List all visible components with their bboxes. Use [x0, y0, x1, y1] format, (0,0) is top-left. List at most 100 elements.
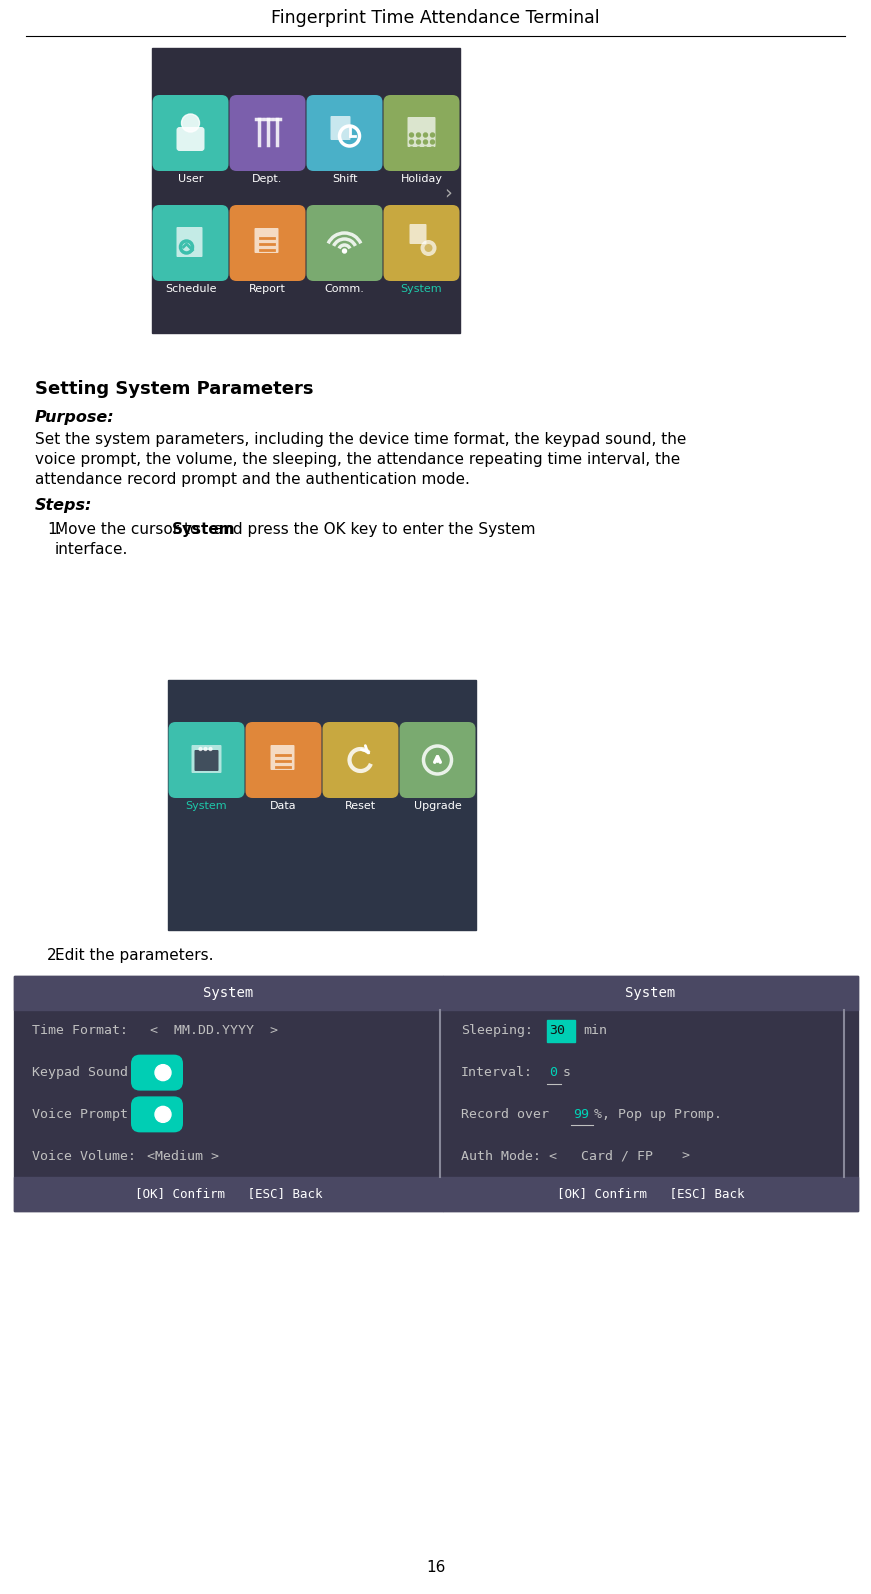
Text: System: System [172, 521, 235, 537]
Text: Shift: Shift [332, 174, 357, 183]
Bar [443, 1176, 858, 1211]
FancyBboxPatch shape [409, 225, 427, 244]
Circle shape [342, 249, 347, 253]
Circle shape [204, 748, 207, 751]
Circle shape [209, 748, 212, 751]
Text: Purpose:: Purpose: [35, 410, 115, 426]
FancyBboxPatch shape [177, 226, 202, 257]
Circle shape [423, 132, 428, 137]
Text: Set the system parameters, including the device time format, the keypad sound, t: Set the system parameters, including the… [35, 432, 686, 446]
Text: Interval:: Interval: [461, 1066, 533, 1079]
Text: Steps:: Steps: [35, 497, 92, 513]
Text: attendance record prompt and the authentication mode.: attendance record prompt and the authent… [35, 472, 469, 488]
Bar [14, 976, 443, 1011]
Text: 99: 99 [573, 1108, 589, 1121]
FancyBboxPatch shape [229, 96, 306, 171]
Text: s: s [563, 1066, 571, 1079]
Circle shape [155, 1106, 171, 1122]
Circle shape [424, 244, 433, 252]
FancyBboxPatch shape [131, 1097, 183, 1132]
Text: Record over: Record over [461, 1108, 549, 1121]
Text: Report: Report [249, 284, 286, 293]
Circle shape [409, 147, 414, 151]
Text: System: System [625, 987, 676, 999]
Text: Reset: Reset [345, 802, 376, 811]
Circle shape [430, 147, 435, 151]
FancyBboxPatch shape [383, 96, 460, 171]
Bar [168, 681, 476, 929]
Text: 0: 0 [549, 1066, 557, 1079]
Circle shape [430, 140, 435, 143]
Text: Comm.: Comm. [325, 284, 364, 293]
FancyBboxPatch shape [271, 744, 294, 770]
Text: Card / FP: Card / FP [581, 1149, 653, 1162]
Text: Auth Mode: <: Auth Mode: < [461, 1149, 557, 1162]
Bar [443, 976, 858, 1211]
Circle shape [416, 147, 421, 151]
FancyBboxPatch shape [246, 722, 321, 799]
Text: ›: › [444, 183, 452, 202]
Text: Voice Prompt:: Voice Prompt: [32, 1108, 136, 1121]
Text: voice prompt, the volume, the sleeping, the attendance repeating time interval, : voice prompt, the volume, the sleeping, … [35, 453, 680, 467]
Circle shape [416, 140, 421, 143]
Text: min: min [583, 1025, 607, 1038]
Text: [OK] Confirm   [ESC] Back: [OK] Confirm [ESC] Back [557, 1188, 744, 1200]
Text: Move the cursor to: Move the cursor to [55, 521, 205, 537]
Text: Holiday: Holiday [401, 174, 442, 183]
Text: Keypad Sound:: Keypad Sound: [32, 1066, 136, 1079]
FancyBboxPatch shape [330, 116, 350, 140]
FancyBboxPatch shape [400, 722, 476, 799]
Circle shape [423, 147, 428, 151]
Circle shape [199, 748, 202, 751]
FancyBboxPatch shape [254, 228, 279, 253]
Circle shape [409, 132, 414, 137]
Text: %, Pop up Promp.: %, Pop up Promp. [594, 1108, 722, 1121]
Text: 16: 16 [426, 1561, 445, 1575]
Circle shape [423, 140, 428, 143]
FancyBboxPatch shape [152, 96, 228, 171]
FancyBboxPatch shape [194, 751, 219, 771]
Text: Data: Data [270, 802, 297, 811]
Text: Setting System Parameters: Setting System Parameters [35, 379, 314, 398]
FancyBboxPatch shape [307, 206, 382, 281]
FancyBboxPatch shape [152, 206, 228, 281]
Text: System: System [401, 284, 442, 293]
Bar [547, 1020, 575, 1042]
Text: System: System [186, 802, 227, 811]
FancyBboxPatch shape [168, 722, 245, 799]
FancyBboxPatch shape [322, 722, 399, 799]
Text: >: > [681, 1149, 689, 1162]
Text: System: System [203, 987, 253, 999]
Circle shape [155, 1065, 171, 1081]
Circle shape [416, 132, 421, 137]
Bar [152, 48, 460, 333]
Text: 1.: 1. [47, 521, 62, 537]
Text: Dept.: Dept. [253, 174, 283, 183]
FancyBboxPatch shape [177, 128, 205, 151]
Text: <Medium >: <Medium > [147, 1149, 219, 1162]
Text: [OK] Confirm   [ESC] Back: [OK] Confirm [ESC] Back [135, 1188, 322, 1200]
Circle shape [421, 241, 436, 257]
FancyBboxPatch shape [307, 96, 382, 171]
Text: <  MM.DD.YYYY  >: < MM.DD.YYYY > [150, 1025, 278, 1038]
Bar [443, 976, 858, 1011]
Circle shape [409, 140, 414, 143]
FancyBboxPatch shape [408, 116, 436, 147]
Bar [14, 1176, 443, 1211]
Text: Edit the parameters.: Edit the parameters. [55, 948, 213, 963]
Circle shape [430, 132, 435, 137]
Text: Upgrade: Upgrade [414, 802, 462, 811]
Text: Time Format:: Time Format: [32, 1025, 128, 1038]
Text: User: User [178, 174, 203, 183]
Text: Fingerprint Time Attendance Terminal: Fingerprint Time Attendance Terminal [271, 10, 600, 27]
FancyBboxPatch shape [383, 206, 460, 281]
FancyBboxPatch shape [192, 744, 221, 773]
Text: interface.: interface. [55, 542, 128, 556]
FancyBboxPatch shape [131, 1055, 183, 1090]
FancyBboxPatch shape [229, 206, 306, 281]
Text: Sleeping:: Sleeping: [461, 1025, 533, 1038]
Text: 30: 30 [549, 1025, 565, 1038]
Text: Voice Volume:: Voice Volume: [32, 1149, 136, 1162]
Text: 2.: 2. [47, 948, 62, 963]
Text: Schedule: Schedule [165, 284, 216, 293]
